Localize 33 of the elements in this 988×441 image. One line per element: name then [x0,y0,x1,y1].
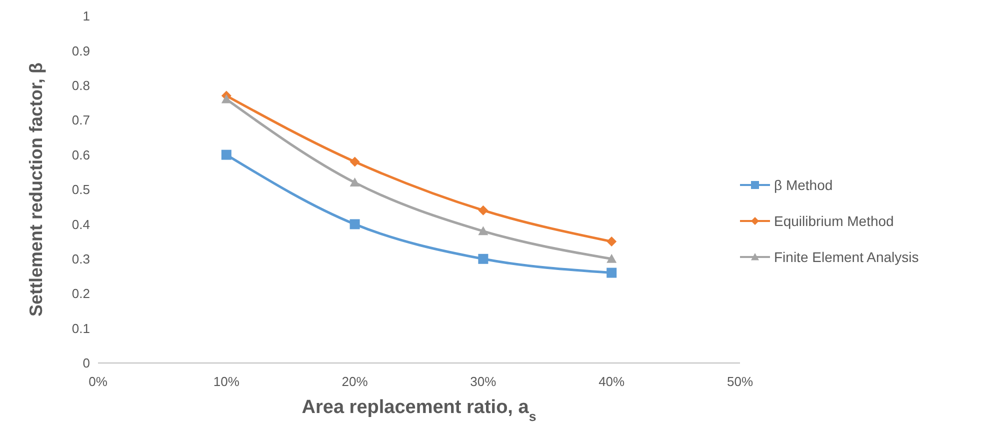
point [478,254,488,264]
y-tick-label: 0.8 [72,78,90,94]
point [221,150,232,160]
y-tick-label: 0.1 [72,320,90,336]
x-tick-label: 50% [726,374,754,390]
point [606,268,617,278]
y-tick-label: 0 [82,356,90,371]
point [350,219,360,230]
y-tick-label: 0.3 [72,252,90,267]
x-tick-label: 20% [342,374,368,390]
point [350,156,360,167]
y-tick-label: 0.9 [72,43,90,58]
point [606,254,617,263]
y-tick-label: 0.5 [72,182,90,198]
legend-label: Finite Element Analysis [774,248,919,264]
point [350,178,360,187]
x-tick-label: 30% [470,374,497,390]
y-tick-label: 1 [82,8,90,24]
y-axis-title: Settlement reduction factor, β [26,62,46,317]
y-tick-label: 0.2 [72,286,90,302]
point [606,236,617,247]
point [478,205,488,216]
y-tick-label: 0.6 [72,147,90,162]
legend-label: Equilibrium Method [774,212,894,228]
x-tick-label: 10% [213,374,240,390]
point [478,226,488,236]
y-tick-label: 0.4 [72,216,90,232]
x-tick-label: 0% [88,374,108,390]
y-tick-label: 0.7 [72,112,90,128]
point [221,94,232,104]
legend-label: β Method [774,176,833,192]
x-axis-title: Area replacement ratio, a$_{s}$ [302,397,536,424]
x-tick-label: 40% [598,374,626,390]
